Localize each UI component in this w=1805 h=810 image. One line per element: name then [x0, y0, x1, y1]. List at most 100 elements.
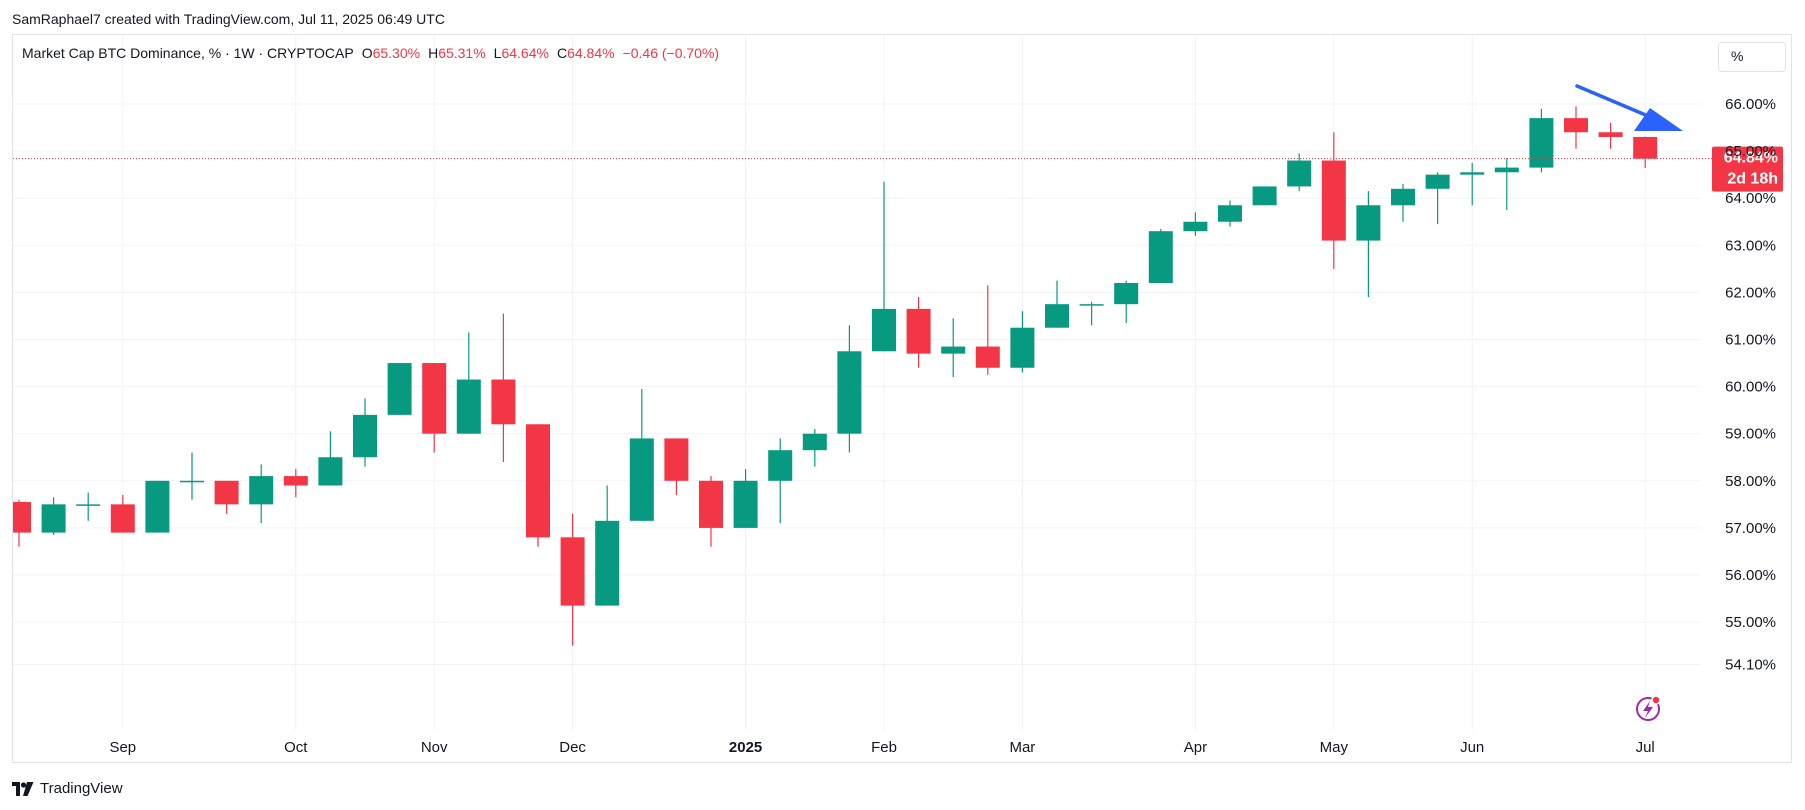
- candle[interactable]: [1183, 212, 1208, 236]
- y-tick-label: 57.00%: [1725, 520, 1776, 537]
- candle-body: [422, 363, 447, 434]
- candle[interactable]: [664, 438, 689, 495]
- lightning-bolt: [1643, 701, 1653, 718]
- candle[interactable]: [180, 452, 204, 500]
- candle[interactable]: [733, 469, 758, 528]
- candle[interactable]: [1114, 280, 1139, 324]
- countdown-label: 2d 18h: [1727, 171, 1778, 188]
- candle[interactable]: [872, 181, 896, 352]
- candle[interactable]: [1287, 153, 1312, 192]
- candle-body: [1287, 160, 1312, 187]
- candle[interactable]: [1045, 280, 1069, 328]
- candle[interactable]: [629, 388, 654, 521]
- legend-low-value: 64.64%: [501, 45, 549, 61]
- candle[interactable]: [1598, 122, 1623, 149]
- candle[interactable]: [1148, 228, 1173, 283]
- lightning-notification-dot: [1651, 695, 1661, 705]
- candle-body: [387, 363, 412, 415]
- tradingview-logo[interactable]: TradingView: [12, 780, 123, 797]
- candle-body: [110, 504, 135, 533]
- candle[interactable]: [1252, 186, 1277, 206]
- candle[interactable]: [145, 480, 170, 533]
- candle-body: [872, 308, 896, 352]
- candle[interactable]: [1494, 158, 1519, 210]
- candle[interactable]: [941, 318, 966, 378]
- y-tick-label: 59.00%: [1725, 426, 1776, 443]
- candle[interactable]: [1391, 184, 1415, 222]
- candle[interactable]: [906, 297, 931, 368]
- percent-scale-button[interactable]: %: [1718, 42, 1786, 72]
- candle[interactable]: [1633, 136, 1658, 169]
- candle[interactable]: [837, 325, 862, 453]
- candle[interactable]: [1460, 162, 1485, 206]
- y-tick-label: 55.00%: [1725, 614, 1776, 631]
- candle[interactable]: [560, 513, 585, 646]
- candle[interactable]: [1564, 106, 1588, 149]
- candle[interactable]: [387, 363, 412, 415]
- x-tick-label: Feb: [871, 739, 897, 756]
- candle[interactable]: [110, 494, 135, 533]
- candle[interactable]: [353, 398, 377, 467]
- candle-body: [1356, 205, 1381, 241]
- x-tick-label: Sep: [109, 739, 136, 756]
- candle-body: [699, 480, 723, 528]
- candle[interactable]: [1010, 311, 1035, 373]
- candle[interactable]: [1425, 172, 1450, 225]
- y-tick-label: 62.00%: [1725, 284, 1776, 301]
- candle[interactable]: [802, 428, 827, 467]
- y-tick-label: 58.00%: [1725, 473, 1776, 490]
- candle[interactable]: [1218, 200, 1242, 227]
- annotations: [1575, 84, 1683, 721]
- lightning-icon[interactable]: [1636, 695, 1661, 721]
- candle[interactable]: [318, 431, 343, 486]
- y-tick-label: 66.00%: [1725, 96, 1776, 113]
- candle[interactable]: [214, 480, 239, 514]
- candle-body: [975, 346, 1000, 368]
- candle[interactable]: [422, 363, 447, 453]
- candle-body: [41, 504, 66, 533]
- candle[interactable]: [1356, 191, 1381, 298]
- arrow-head: [1634, 108, 1683, 131]
- legend-close-value: 64.84%: [567, 45, 615, 61]
- x-tick-label: Mar: [1009, 739, 1035, 756]
- candle[interactable]: [699, 476, 723, 547]
- candle-body: [1564, 118, 1588, 133]
- candle[interactable]: [768, 438, 793, 524]
- candle-body: [1529, 118, 1554, 168]
- candle[interactable]: [975, 285, 1000, 375]
- legend-open-value: 65.30%: [372, 45, 421, 61]
- candle-body: [1183, 221, 1208, 232]
- legend-close-label: C: [556, 45, 568, 61]
- candle[interactable]: [526, 424, 550, 547]
- legend-title: Market Cap BTC Dominance, % · 1W · CRYPT…: [22, 45, 354, 61]
- candle-body: [1045, 304, 1069, 328]
- candle-body: [1148, 231, 1173, 283]
- candle-body: [1079, 304, 1104, 306]
- candle[interactable]: [13, 499, 31, 547]
- trend-arrow-annotation[interactable]: [1575, 84, 1683, 131]
- candle[interactable]: [41, 497, 66, 535]
- candle[interactable]: [456, 332, 481, 434]
- chart-frame: [12, 34, 1792, 763]
- current-price-tag: [1712, 146, 1783, 192]
- candle[interactable]: [1079, 301, 1104, 326]
- x-tick-label: Apr: [1184, 739, 1207, 756]
- y-tick-label: 65.00%: [1725, 143, 1776, 160]
- candle-body: [664, 438, 689, 481]
- candle-body: [629, 438, 654, 521]
- candle[interactable]: [1529, 108, 1554, 173]
- candle[interactable]: [595, 485, 620, 606]
- candle[interactable]: [283, 469, 308, 498]
- candle-body: [1494, 167, 1519, 173]
- chart-legend: Market Cap BTC Dominance, % · 1W · CRYPT…: [22, 45, 719, 61]
- chart-caption: SamRaphael7 created with TradingView.com…: [12, 11, 445, 27]
- lightning-icon-ring: [1636, 697, 1660, 721]
- candle-body: [214, 480, 239, 505]
- candle[interactable]: [491, 313, 516, 462]
- candle[interactable]: [249, 464, 274, 524]
- candle[interactable]: [76, 492, 101, 521]
- candle[interactable]: [1321, 132, 1346, 269]
- y-tick-label: 56.00%: [1725, 567, 1776, 584]
- legend-change: −0.46 (−0.70%): [622, 45, 720, 61]
